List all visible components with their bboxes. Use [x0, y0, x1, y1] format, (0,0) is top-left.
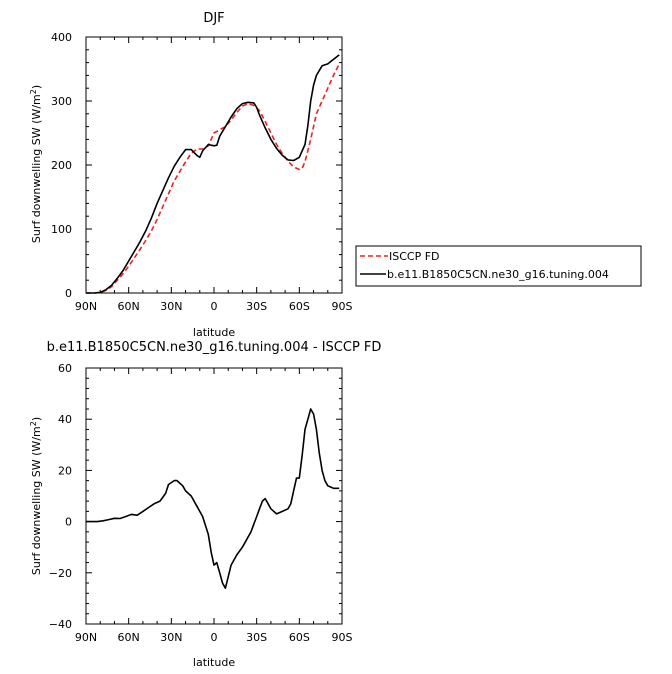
bottom-y-tick-label: −20 [49, 567, 72, 580]
top-x-tick-label: 90N [75, 300, 97, 313]
legend-box [355, 245, 642, 287]
bottom-x-tick-label: 90S [332, 631, 353, 644]
bottom-x-tick-label: 30N [160, 631, 182, 644]
top-y-tick-label: 0 [65, 287, 72, 300]
panel-top: DJF 90N 60N 30N 0 30S 60S 90S 0 100 200 300 400 lat… [29, 11, 642, 339]
bottom-chart-title: b.e11.B1850C5CN.ne30_g16.tuning.004 - IS… [47, 340, 382, 355]
bottom-axes-frame [85, 367, 343, 625]
top-y-tick-label: 200 [51, 159, 72, 172]
bottom-y-tick-label: 60 [58, 362, 72, 375]
top-y-tick-label: 400 [51, 31, 72, 44]
top-series-line-0 [86, 63, 340, 294]
top-x-tick-label: 60S [289, 300, 310, 313]
bottom-y-tick-label: 40 [58, 413, 72, 426]
bottom-y-axis-label: Surf downwelling SW (W/m2) [29, 417, 43, 575]
bottom-y-tick-label: 0 [65, 516, 72, 529]
legend-label-isccp: ISCCP FD [389, 250, 440, 263]
top-x-axis-label: latitude [193, 326, 235, 339]
top-y-axis-label: Surf downwelling SW (W/m2) [29, 85, 43, 243]
top-series-line-1 [86, 54, 340, 294]
bottom-x-tick-label: 30S [246, 631, 267, 644]
bottom-x-tick-label: 60S [289, 631, 310, 644]
top-x-tick-label: 30N [160, 300, 182, 313]
top-x-tick-label: 90S [332, 300, 353, 313]
legend: ISCCP FD b.e11.B1850C5CN.ne30_g16.tuning… [355, 245, 642, 287]
legend-label-model: b.e11.B1850C5CN.ne30_g16.tuning.004 [387, 268, 609, 281]
bottom-y-tick-label: −40 [49, 618, 72, 631]
top-plot-area: 90N 60N 30N 0 30S 60S 90S 0 100 200 300 400 [51, 31, 353, 313]
bottom-y-tick-label: 20 [58, 464, 72, 477]
top-x-tick-label: 60N [118, 300, 140, 313]
top-y-tick-label: 300 [51, 95, 72, 108]
top-x-tick-label: 30S [246, 300, 267, 313]
top-chart-title: DJF [203, 11, 224, 26]
top-y-tick-label: 100 [51, 223, 72, 236]
top-x-tick-label: 0 [211, 300, 218, 313]
bottom-x-tick-label: 90N [75, 631, 97, 644]
bottom-x-axis-label: latitude [193, 656, 235, 669]
bottom-plot-area: 90N 60N 30N 0 30S 60S 90S −40 −20 0 20 40 60 [49, 362, 353, 644]
panel-bottom: b.e11.B1850C5CN.ne30_g16.tuning.004 - IS… [29, 340, 381, 669]
bottom-x-tick-label: 60N [118, 631, 140, 644]
bottom-x-tick-label: 0 [211, 631, 218, 644]
bottom-series-line-0 [86, 408, 340, 590]
